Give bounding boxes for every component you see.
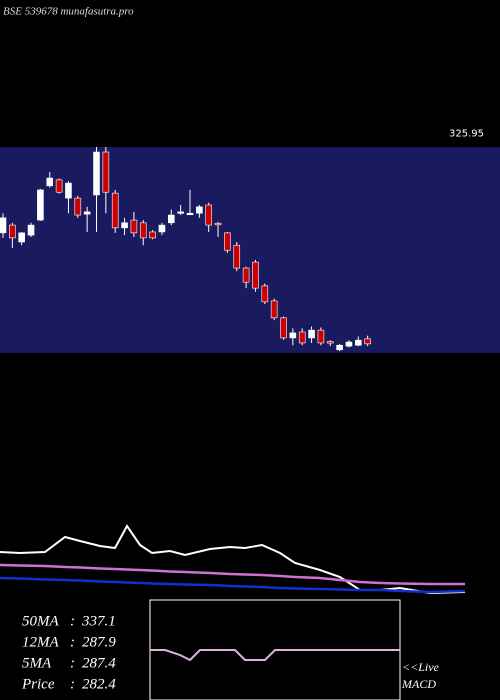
- ma-line: [0, 563, 465, 586]
- candle-body: [205, 204, 212, 226]
- live-link[interactable]: <<Live: [402, 660, 440, 674]
- candle-body: [214, 222, 222, 226]
- candle-body: [27, 224, 35, 236]
- candle-body: [298, 331, 306, 344]
- candle-body: [233, 244, 241, 269]
- ma-line: [0, 576, 466, 594]
- candle-body: [336, 344, 343, 351]
- candle-body: [345, 341, 353, 347]
- candle-body: [74, 197, 82, 216]
- candle-body: [196, 206, 203, 214]
- candle-body: [354, 339, 362, 346]
- candle-body: [149, 231, 156, 239]
- candle-body: [317, 329, 325, 344]
- chart-title: BSE 539678 munafasutra.pro: [3, 6, 134, 18]
- stat-label: 5MA: [22, 655, 52, 671]
- candle-body: [93, 151, 100, 196]
- macd-line: [150, 649, 400, 662]
- candle-body: [168, 214, 175, 224]
- stat-sep: :: [70, 634, 75, 650]
- candle-panel: [0, 147, 500, 353]
- stat-sep: :: [70, 655, 75, 671]
- macd-label: MACD: [401, 677, 436, 691]
- candle-body: [252, 261, 259, 289]
- stat-label: Price: [21, 676, 55, 692]
- candle-body: [65, 182, 72, 199]
- candle-body: [121, 222, 128, 229]
- candle-body: [83, 211, 91, 215]
- stat-value: 282.4: [82, 676, 116, 692]
- stat-sep: :: [70, 676, 75, 692]
- candle-body: [46, 177, 54, 187]
- stat-value: 287.4: [82, 655, 116, 671]
- candle-body: [111, 192, 119, 229]
- candle-body: [186, 212, 194, 216]
- candle-body: [18, 232, 26, 243]
- stat-label: 12MA: [22, 634, 59, 650]
- candle-body: [102, 151, 110, 193]
- stat-sep: :: [70, 613, 75, 629]
- candle-body: [242, 267, 250, 283]
- candle-body: [224, 232, 231, 251]
- stat-value: 337.1: [81, 613, 116, 629]
- candle-body: [0, 217, 7, 234]
- candle-body: [55, 179, 63, 193]
- candle-body: [308, 329, 315, 339]
- stat-value: 287.9: [82, 634, 116, 650]
- candle-body: [177, 211, 184, 214]
- price-label: 325.95: [449, 128, 484, 139]
- stat-label: 50MA: [22, 613, 59, 629]
- candle-body: [270, 300, 278, 319]
- candle-body: [139, 222, 147, 239]
- candle-body: [9, 224, 16, 239]
- candle-body: [261, 285, 269, 303]
- candle-body: [326, 341, 334, 344]
- candle-body: [37, 189, 44, 221]
- candle-body: [130, 219, 138, 234]
- candle-body: [364, 338, 371, 345]
- candle-body: [289, 332, 297, 339]
- candle-body: [158, 224, 166, 233]
- candle-body: [280, 317, 287, 339]
